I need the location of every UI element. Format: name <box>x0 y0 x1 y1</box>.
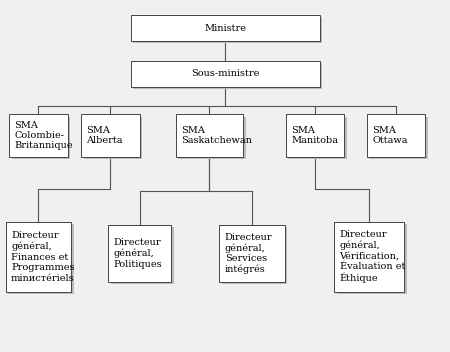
FancyBboxPatch shape <box>334 222 404 292</box>
FancyBboxPatch shape <box>288 117 347 159</box>
FancyBboxPatch shape <box>81 114 140 157</box>
FancyBboxPatch shape <box>9 224 74 294</box>
FancyBboxPatch shape <box>286 114 344 157</box>
Text: SMA
Manitoba: SMA Manitoba <box>291 126 338 145</box>
Text: Sous-ministre: Sous-ministre <box>191 69 259 78</box>
Text: Directeur
général,
Politiques: Directeur général, Politiques <box>113 238 162 269</box>
FancyBboxPatch shape <box>130 15 320 41</box>
FancyBboxPatch shape <box>367 114 425 157</box>
FancyBboxPatch shape <box>108 225 171 282</box>
FancyBboxPatch shape <box>337 224 407 294</box>
FancyBboxPatch shape <box>130 61 320 87</box>
Text: SMA
Alberta: SMA Alberta <box>86 126 123 145</box>
FancyBboxPatch shape <box>6 222 71 292</box>
FancyBboxPatch shape <box>133 63 322 89</box>
FancyBboxPatch shape <box>111 227 174 284</box>
Text: SMA
Colombie-
Britannique: SMA Colombie- Britannique <box>14 121 73 150</box>
FancyBboxPatch shape <box>220 225 284 282</box>
FancyBboxPatch shape <box>133 17 322 43</box>
FancyBboxPatch shape <box>178 117 246 159</box>
FancyBboxPatch shape <box>12 117 70 159</box>
Text: Directeur
général,
Finances et
Programmes
minистériels: Directeur général, Finances et Programme… <box>11 231 75 283</box>
Text: SMA
Saskatchewan: SMA Saskatchewan <box>181 126 252 145</box>
FancyBboxPatch shape <box>176 114 243 157</box>
FancyBboxPatch shape <box>369 117 428 159</box>
Text: Directeur
général,
Services
intégrés: Directeur général, Services intégrés <box>225 233 272 274</box>
FancyBboxPatch shape <box>84 117 142 159</box>
FancyBboxPatch shape <box>9 114 68 157</box>
Text: SMA
Ottawa: SMA Ottawa <box>372 126 408 145</box>
Text: Ministre: Ministre <box>204 24 246 33</box>
Text: Directeur
général,
Vérification,
Évaluation et
Éthique: Directeur général, Vérification, Évaluat… <box>339 231 405 283</box>
FancyBboxPatch shape <box>222 227 288 284</box>
